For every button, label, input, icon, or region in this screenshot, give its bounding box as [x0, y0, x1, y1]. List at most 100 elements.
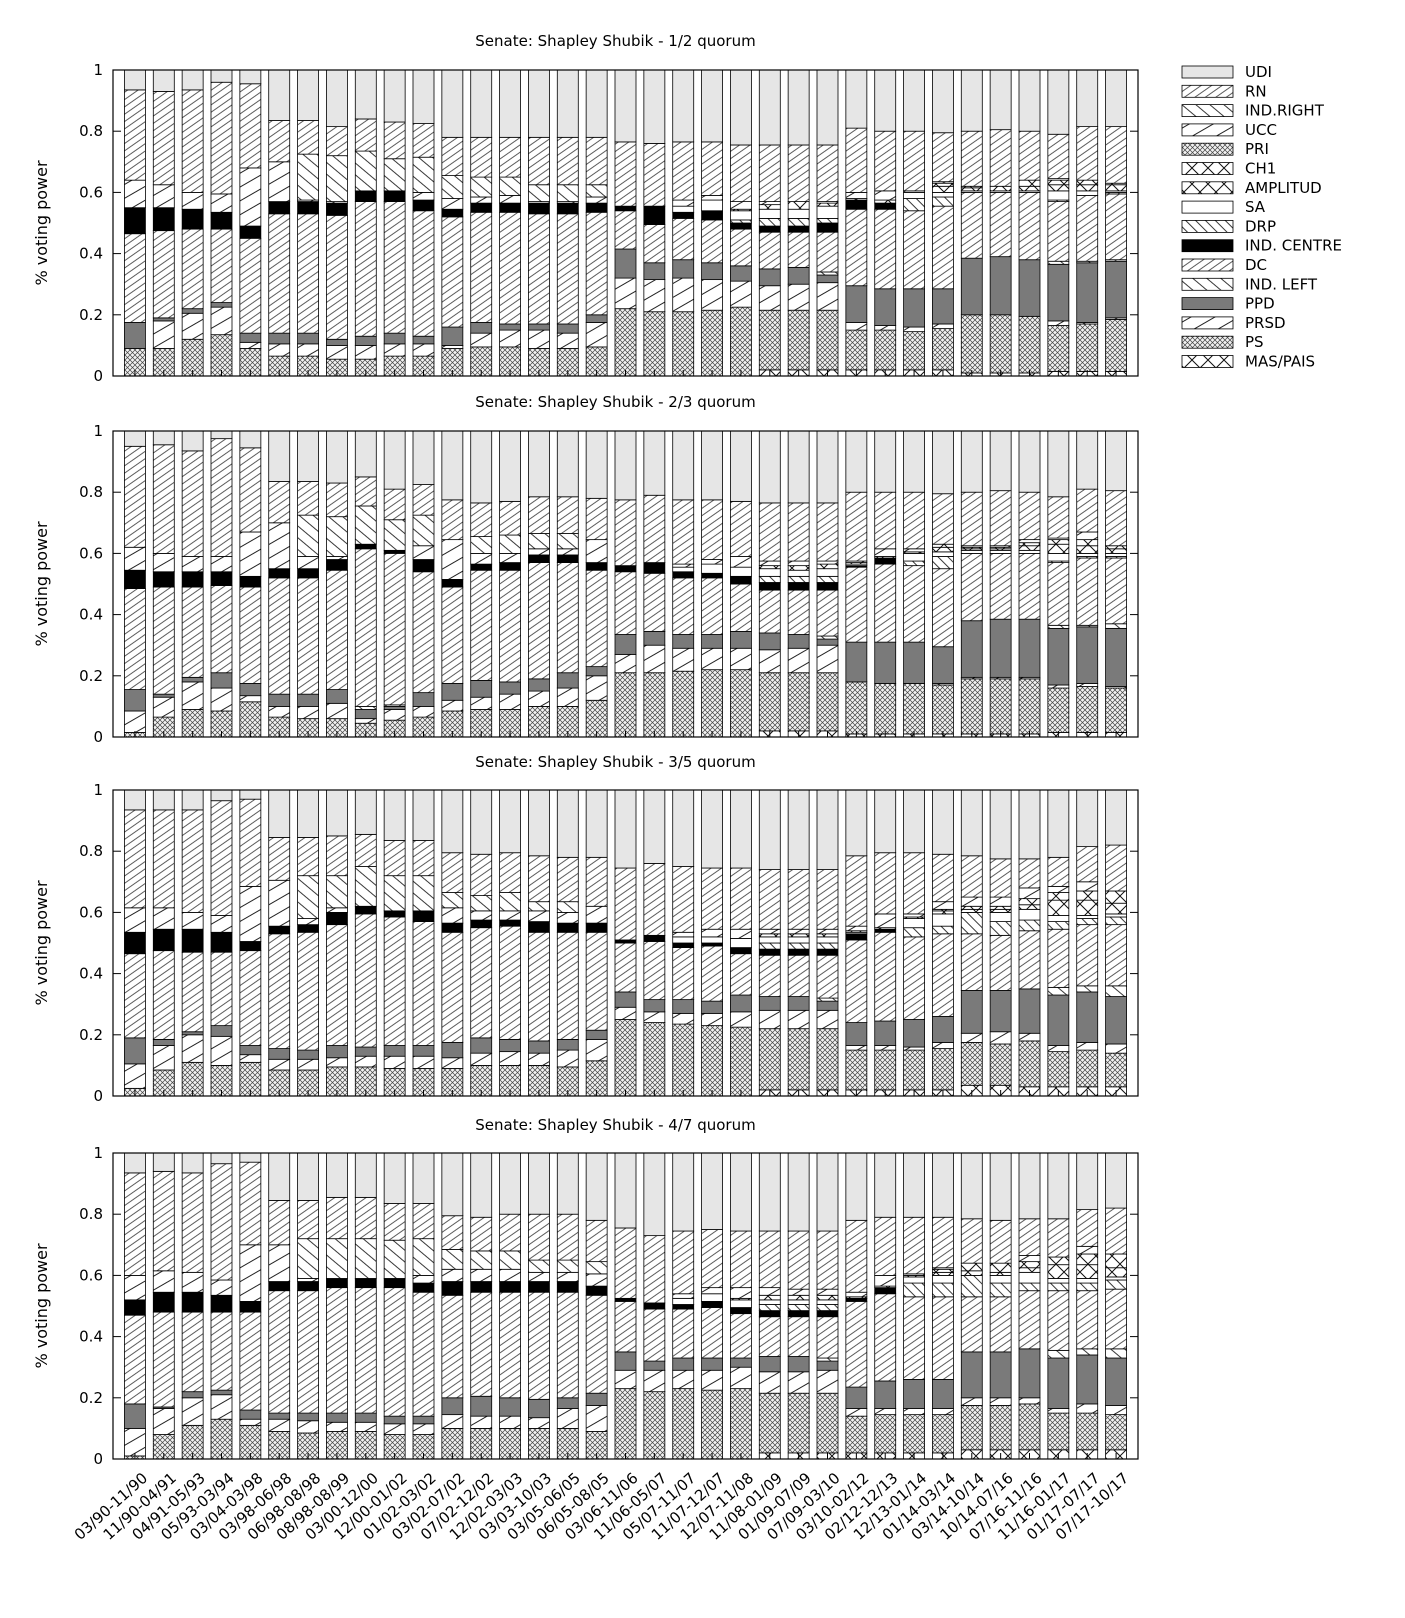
bar-segment — [787, 589, 810, 635]
bar-segment — [758, 1371, 781, 1394]
bar-segment — [585, 569, 608, 668]
bar-segment — [758, 575, 781, 583]
bar-segment — [932, 288, 954, 325]
bar-segment — [181, 676, 204, 683]
bar-segment — [730, 1011, 752, 1028]
bar-segment — [903, 130, 925, 192]
bar-segment — [1105, 789, 1127, 846]
chart-title: Senate: Shapley Shubik - 4/7 quorum — [475, 1116, 755, 1134]
bar-segment — [672, 563, 695, 568]
bar-segment — [1047, 1152, 1070, 1220]
bar-segment — [932, 1271, 954, 1276]
bar-segment — [354, 905, 377, 915]
bar-segment — [268, 933, 291, 1049]
bar-segment — [470, 1052, 493, 1066]
bar-segment — [528, 1398, 550, 1419]
bar-segment — [239, 798, 262, 887]
bar-segment — [528, 855, 550, 903]
bar-segment — [1047, 320, 1070, 326]
bar-segment — [441, 931, 464, 1043]
bar-segment — [758, 69, 781, 146]
bar-segment — [960, 1270, 983, 1276]
bar-segment — [932, 853, 954, 903]
bar-segment — [585, 539, 608, 563]
bar-segment — [152, 1311, 175, 1408]
bar-segment — [528, 1259, 550, 1273]
bar-segment — [614, 991, 637, 1008]
bar-segment — [124, 588, 146, 690]
bar-segment — [903, 1408, 925, 1416]
bar-segment — [441, 579, 464, 588]
bar-segment — [412, 910, 435, 922]
bar-segment — [210, 915, 233, 933]
bar-segment — [614, 308, 637, 377]
bar-segment — [239, 237, 262, 334]
legend-label: SA — [1245, 198, 1266, 216]
bar-segment — [1076, 1403, 1099, 1414]
bar-segment — [326, 1278, 348, 1289]
bar-segment — [412, 1055, 435, 1069]
bar-segment — [989, 1351, 1012, 1399]
bar-segment — [1047, 496, 1070, 539]
bar-segment — [1076, 915, 1099, 919]
bar-segment — [1105, 1052, 1127, 1088]
bar-segment — [152, 184, 175, 209]
bar-segment — [614, 634, 637, 655]
bar-segment — [903, 1216, 925, 1275]
bar-segment — [614, 571, 637, 635]
bar-segment — [181, 809, 204, 913]
bar-segment — [730, 210, 752, 221]
bar-segment — [1076, 985, 1099, 993]
bar-segment — [124, 1037, 146, 1065]
bar-segment — [730, 789, 752, 869]
legend-label: RN — [1245, 82, 1267, 100]
bar-segment — [787, 1310, 810, 1318]
bar-segment — [643, 789, 666, 864]
bar-segment — [730, 947, 752, 955]
bar-segment — [903, 913, 925, 918]
bar-segment — [989, 1043, 1012, 1086]
bar-segment — [412, 875, 435, 912]
bar-segment — [672, 1230, 695, 1295]
bar-segment — [441, 1248, 464, 1270]
bar-segment — [1047, 201, 1070, 262]
bar-segment — [672, 931, 695, 938]
bar-segment — [470, 789, 493, 855]
bar-segment — [297, 343, 319, 357]
bar-segment — [1105, 687, 1127, 733]
y-tick-label: 0.6 — [79, 1266, 103, 1284]
bar-segment — [239, 789, 262, 800]
bar-segment — [643, 1360, 666, 1371]
bar-segment — [499, 562, 521, 571]
bar-segment — [787, 1371, 810, 1394]
bar-segment — [297, 556, 319, 570]
bar-segment — [556, 856, 579, 903]
y-tick-label: 0.6 — [79, 544, 103, 562]
bar-segment — [787, 502, 810, 562]
bar-segment — [874, 199, 897, 204]
bar-segment — [787, 569, 810, 577]
bar-segment — [932, 182, 954, 187]
bar-segment — [152, 696, 175, 718]
legend-swatch — [1181, 104, 1234, 117]
bar-segment — [354, 190, 377, 202]
bar-segment — [960, 1275, 983, 1298]
bar-segment — [124, 710, 146, 733]
bar-segment — [730, 280, 752, 308]
bar-segment — [239, 167, 262, 227]
bar-segment — [816, 1310, 839, 1318]
bar-segment — [297, 213, 319, 334]
bar-segment — [1076, 881, 1099, 892]
bar-segment — [816, 928, 839, 935]
bar-segment — [556, 554, 579, 563]
bar-segment — [383, 553, 406, 706]
bar-segment — [470, 1415, 493, 1429]
bar-segment — [701, 69, 723, 143]
bar-segment — [903, 683, 925, 735]
bar-segment — [643, 430, 666, 496]
bar-segment — [412, 210, 435, 337]
bar-segment — [239, 941, 262, 952]
bar-segment — [614, 1152, 637, 1229]
bar-segment — [874, 1380, 897, 1409]
bar-segment — [960, 933, 983, 991]
